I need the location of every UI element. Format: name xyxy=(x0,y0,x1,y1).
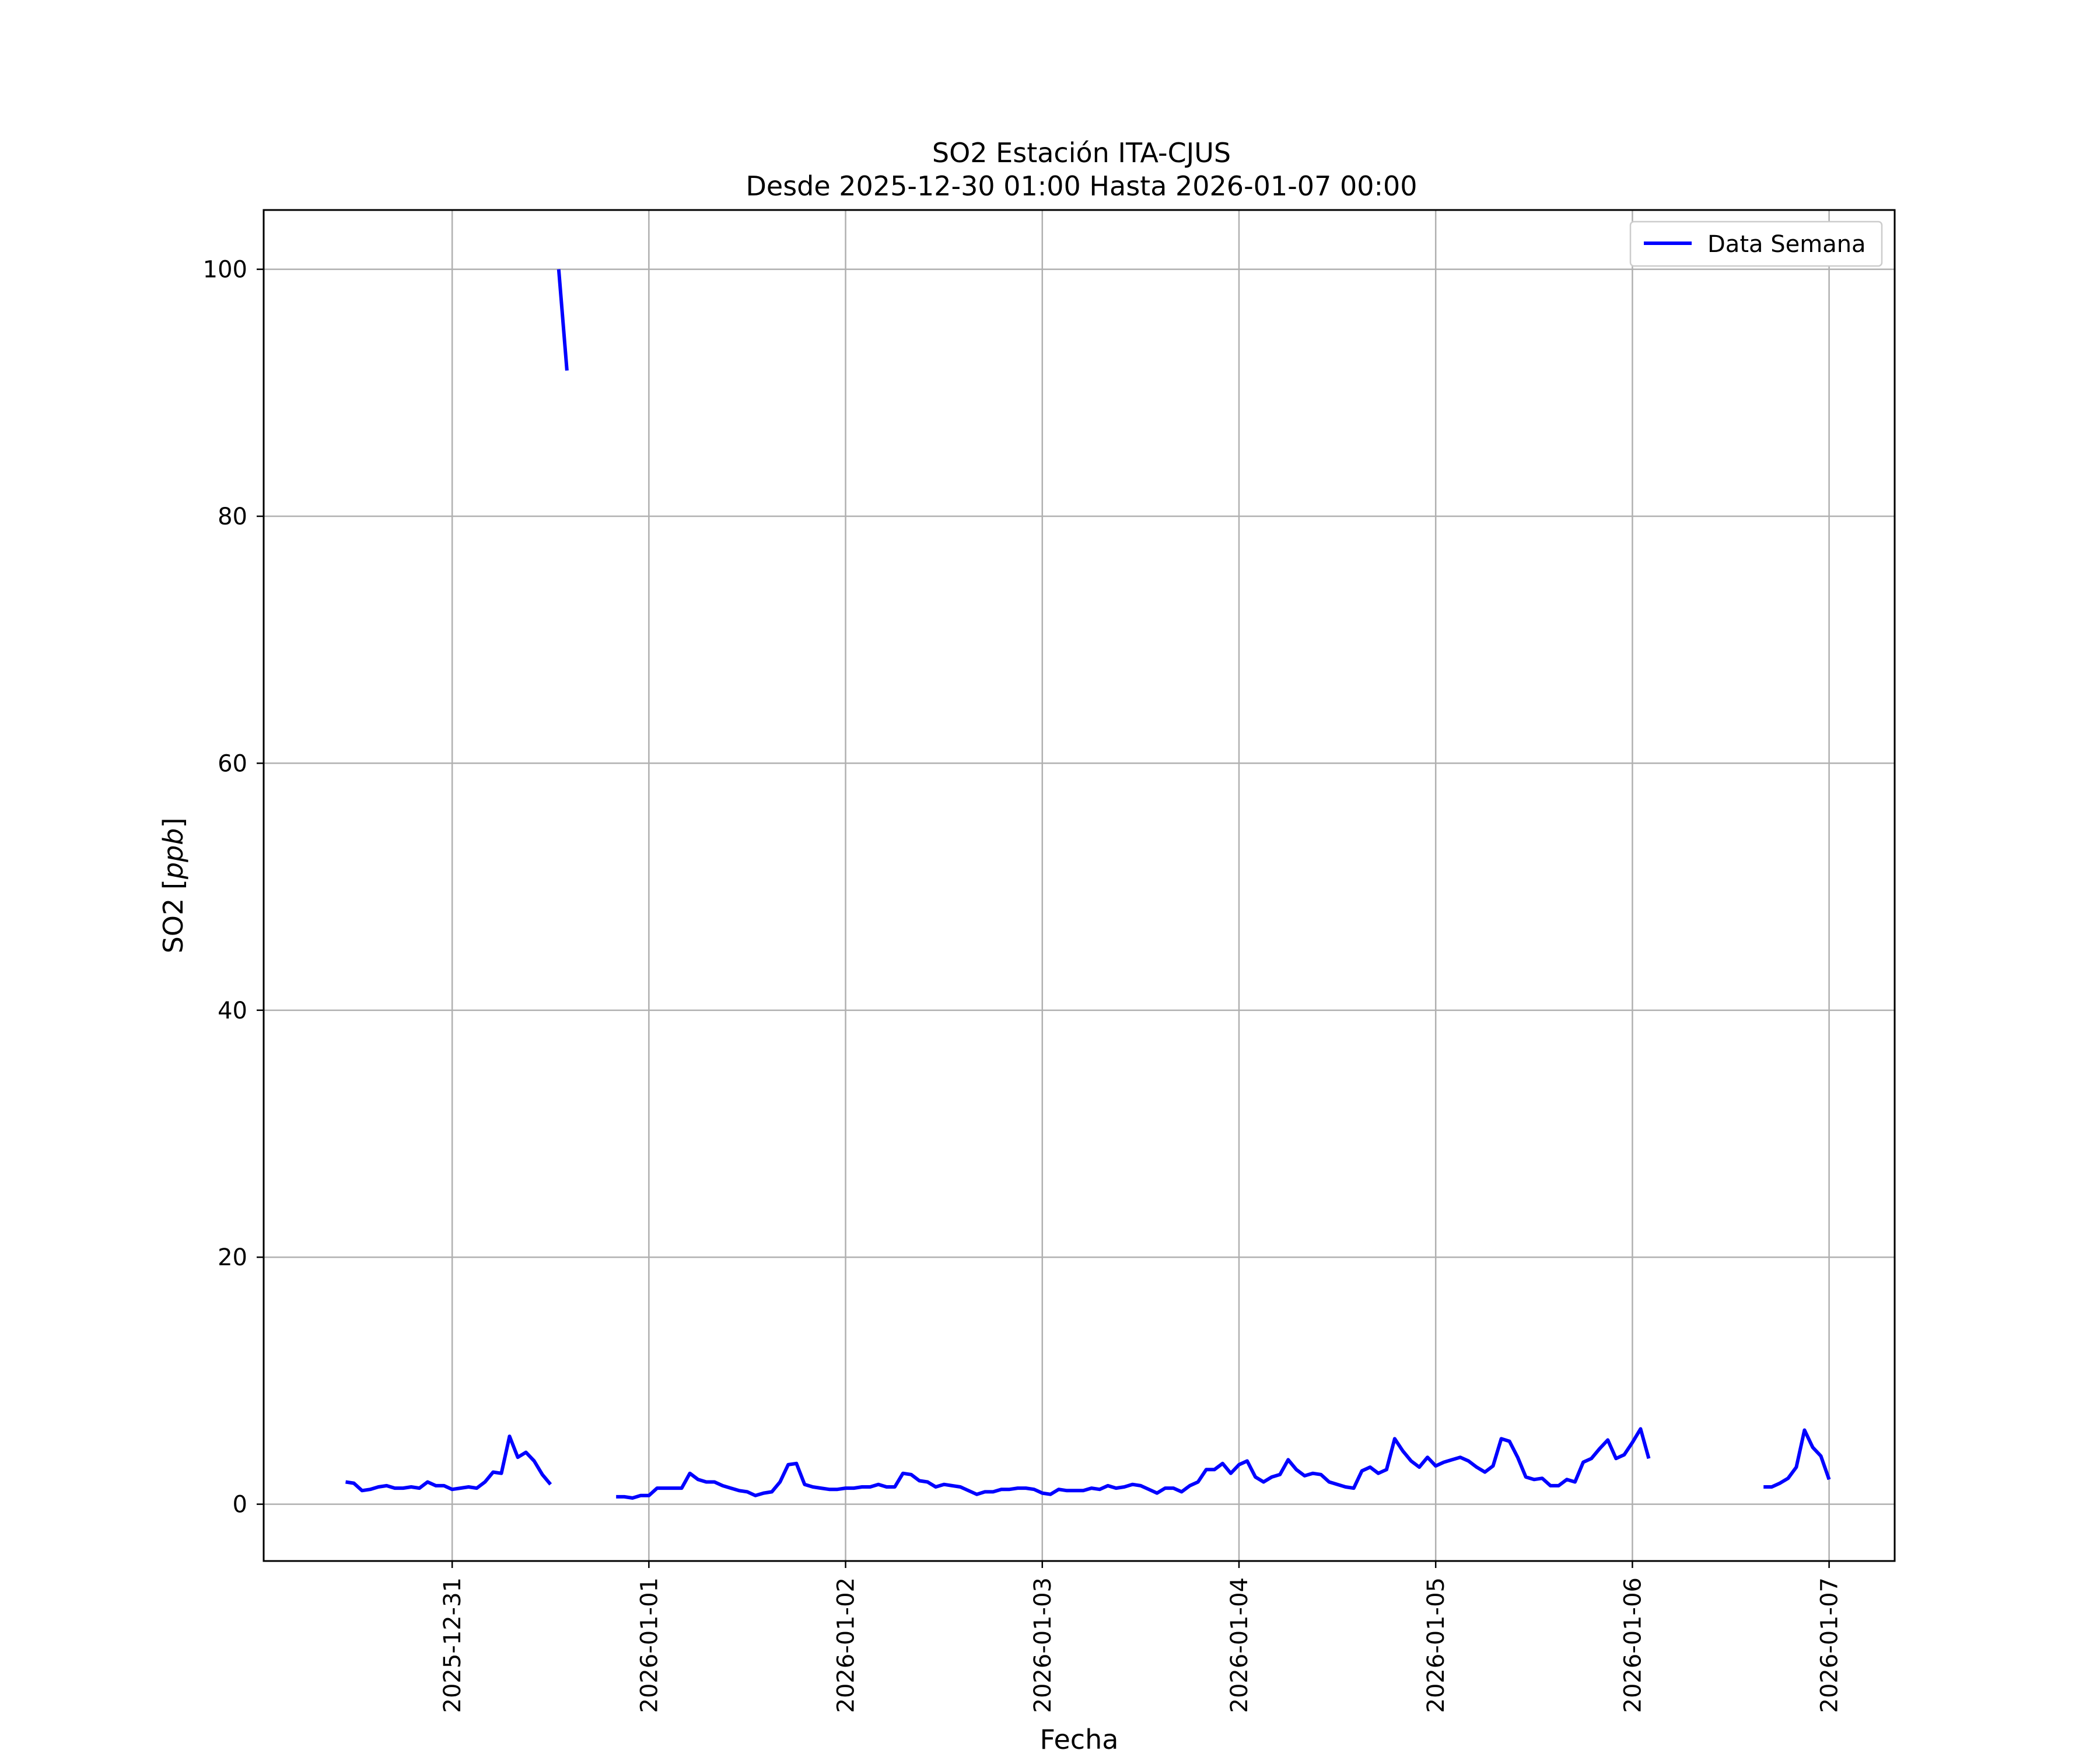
chart-title: SO2 Estación ITA-CJUS xyxy=(932,137,1231,169)
y-axis-label-unit-open-bracket: [ xyxy=(158,879,189,898)
series-lines xyxy=(345,269,1831,1500)
y-axis-label: SO2 [ppb] xyxy=(158,818,189,954)
y-tick-label: 0 xyxy=(233,1492,247,1518)
x-tick-label: 2025-12-31 xyxy=(439,1577,466,1713)
legend-box xyxy=(1629,220,1883,267)
y-axis-label-unit: ppb xyxy=(158,828,189,880)
chart-subtitle: Desde 2025-12-30 01:00 Hasta 2026-01-07 … xyxy=(746,170,1417,202)
x-tick-label: 2026-01-01 xyxy=(636,1577,663,1713)
series-line-segment xyxy=(616,1427,1651,1500)
grid-lines xyxy=(264,210,1895,1561)
x-tick-label: 2026-01-05 xyxy=(1423,1577,1450,1713)
plot-frame xyxy=(262,209,1896,1562)
axes: 0 20 40 60 80 100 2025-12-31 2026-01-01 2026-01-… xyxy=(203,257,1843,1713)
x-tick-label: 2026-01-06 xyxy=(1619,1577,1646,1713)
legend-label-data-semana: Data Semana xyxy=(1707,231,1866,258)
x-tick-label: 2026-01-07 xyxy=(1817,1577,1843,1713)
y-axis-label-main: SO2 xyxy=(158,898,189,954)
y-tick-label: 60 xyxy=(218,750,247,777)
x-tick-label: 2026-01-04 xyxy=(1226,1577,1253,1713)
y-axis-label-unit-close-bracket: ] xyxy=(158,818,189,828)
x-tick-label: 2026-01-03 xyxy=(1030,1577,1056,1713)
legend: Data Semana xyxy=(1629,220,1883,267)
series-line-segment xyxy=(345,1434,552,1493)
x-tick-label: 2026-01-02 xyxy=(833,1577,860,1713)
y-tick-label: 100 xyxy=(203,257,247,284)
x-axis-label: Fecha xyxy=(1040,1724,1119,1750)
y-tick-label: 40 xyxy=(218,998,247,1024)
series-line-segment xyxy=(556,269,569,371)
y-tick-label: 80 xyxy=(218,503,247,530)
y-tick-label: 20 xyxy=(218,1244,247,1271)
series-line-segment xyxy=(1763,1428,1831,1489)
